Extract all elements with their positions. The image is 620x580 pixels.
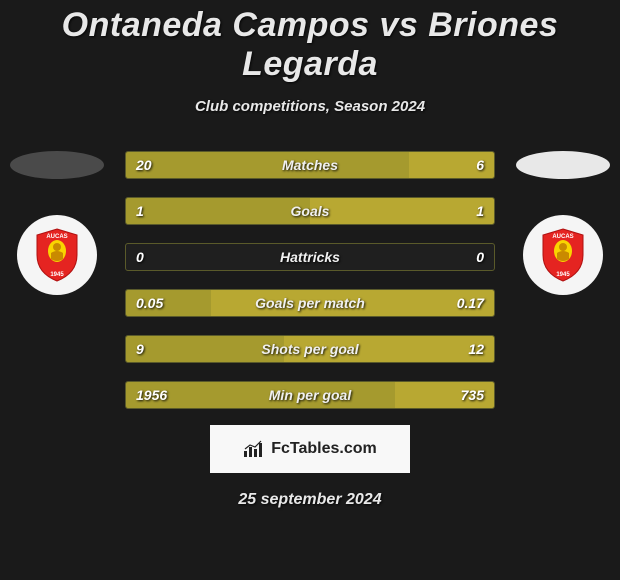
chart-icon <box>243 440 265 458</box>
left-player-column: AUCAS 1945 <box>7 151 107 295</box>
watermark-text: FcTables.com <box>271 440 377 458</box>
stat-row: 912Shots per goal <box>125 335 495 363</box>
svg-text:1945: 1945 <box>556 272 570 278</box>
date-label: 25 september 2024 <box>0 491 620 509</box>
stat-label: Hattricks <box>126 244 494 270</box>
svg-text:AUCAS: AUCAS <box>46 234 67 240</box>
infographic-container: Ontaneda Campos vs Briones Legarda Club … <box>0 0 620 509</box>
stats-bars: 206Matches 11Goals 00Hattricks 0.050.17Goal… <box>125 151 495 409</box>
stat-label: Goals per match <box>126 290 494 316</box>
page-title: Ontaneda Campos vs Briones Legarda <box>0 6 620 84</box>
team-badge-right: AUCAS 1945 <box>523 215 603 295</box>
stat-row: 206Matches <box>125 151 495 179</box>
svg-text:1945: 1945 <box>50 272 64 278</box>
main-row: AUCAS 1945 206Matches 11Goals 00Hattricks 0… <box>0 151 620 409</box>
stat-label: Min per goal <box>126 382 494 408</box>
player-photo-placeholder-right <box>516 151 610 179</box>
stat-row: 1956735Min per goal <box>125 381 495 409</box>
shield-icon: AUCAS 1945 <box>539 227 587 283</box>
svg-text:AUCAS: AUCAS <box>552 234 573 240</box>
stat-label: Matches <box>126 152 494 178</box>
stat-label: Goals <box>126 198 494 224</box>
shield-icon: AUCAS 1945 <box>33 227 81 283</box>
watermark: FcTables.com <box>210 425 410 473</box>
right-player-column: AUCAS 1945 <box>513 151 613 295</box>
subtitle: Club competitions, Season 2024 <box>0 98 620 115</box>
stat-row: 0.050.17Goals per match <box>125 289 495 317</box>
stat-row: 11Goals <box>125 197 495 225</box>
player-photo-placeholder-left <box>10 151 104 179</box>
stat-label: Shots per goal <box>126 336 494 362</box>
team-badge-left: AUCAS 1945 <box>17 215 97 295</box>
stat-row: 00Hattricks <box>125 243 495 271</box>
